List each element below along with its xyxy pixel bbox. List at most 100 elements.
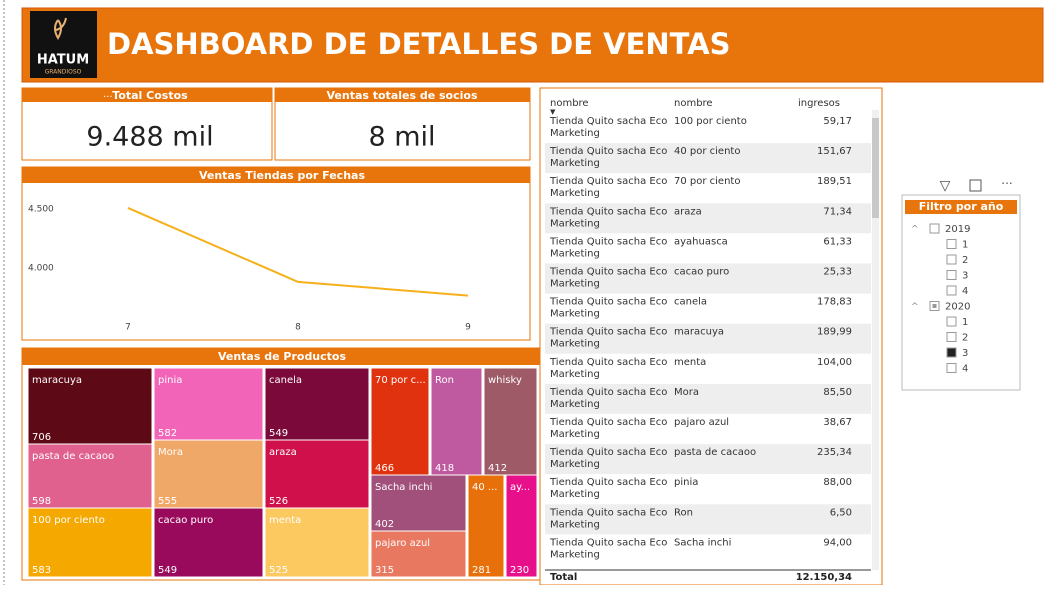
treemap-tile — [153, 507, 264, 578]
checkbox[interactable] — [946, 363, 957, 373]
column-header: nombre — [550, 98, 589, 109]
tile-value: 412 — [488, 463, 507, 474]
table: nombre nombre ingresos▼Tienda Quito sacha … — [545, 98, 871, 583]
card-value: 9.488 mil — [86, 122, 213, 153]
checkbox-partial — [932, 304, 937, 308]
treemap-tile — [370, 367, 430, 476]
header-bar — [21, 7, 1044, 83]
cell: Tienda Quito sacha Eco Marketing — [549, 477, 667, 500]
tile-value: 582 — [158, 428, 177, 439]
treemap-tile — [27, 507, 153, 578]
cell: Tienda Quito sacha Eco Marketing — [549, 146, 667, 169]
cell: 40 por ciento — [674, 146, 740, 157]
tile-label: Mora — [158, 447, 183, 458]
checkbox[interactable] — [946, 285, 957, 296]
column-header: ingresos — [798, 98, 840, 109]
logo-sub: GRANDIOSO — [45, 69, 82, 76]
cell: Tienda Quito sacha Eco Marketing — [549, 297, 667, 320]
line — [127, 207, 469, 297]
treemap-tile — [370, 474, 467, 532]
checkbox[interactable] — [946, 347, 957, 358]
checkbox[interactable] — [946, 316, 957, 327]
tile-label: cacao puro — [158, 515, 213, 526]
cell: cacao puro — [674, 267, 729, 278]
total-label: Total — [550, 572, 577, 583]
treemap-tile — [27, 443, 153, 509]
focus-icon[interactable] — [969, 179, 982, 192]
cell: 104,00 — [817, 357, 852, 368]
more-icon[interactable]: ··· — [103, 92, 113, 103]
treemap-tile — [264, 507, 370, 578]
logo-text: HATUM — [37, 53, 89, 68]
card-title: Total Costos — [112, 89, 188, 102]
tile-value: 555 — [158, 496, 177, 507]
logo-icon — [54, 17, 67, 40]
tile-label: menta — [269, 515, 301, 526]
quarter-label: 4 — [962, 364, 968, 375]
cell: 25,33 — [823, 267, 852, 278]
slicer-title: Filtro por año — [919, 200, 1004, 213]
tile-label: 40 ... — [472, 482, 497, 493]
quarter-label: 4 — [962, 286, 968, 297]
quarter-label: 1 — [962, 240, 968, 251]
row-bg — [545, 504, 871, 535]
chart-header — [22, 167, 530, 183]
cell: pajaro azul — [674, 417, 729, 428]
checkbox[interactable] — [946, 239, 957, 249]
cell: Ron — [674, 507, 693, 518]
year-label: 2019 — [945, 224, 970, 235]
cell: Tienda Quito sacha Eco Marketing — [549, 176, 667, 199]
more-icon[interactable]: ··· — [1001, 177, 1012, 191]
tile-value: 526 — [269, 496, 288, 507]
cell: araza — [674, 206, 702, 217]
cell: 71,34 — [823, 206, 852, 217]
filter-icon[interactable]: ▽ — [940, 178, 951, 194]
cell: Tienda Quito sacha Eco Marketing — [549, 387, 667, 410]
cell: Tienda Quito sacha Eco Marketing — [549, 417, 667, 440]
treemap: maracuya 706 pasta de cacaoo 598 100 por cie… — [27, 367, 538, 578]
scroll-thumb[interactable] — [872, 118, 879, 218]
tile-label: ay... — [510, 482, 530, 493]
tile-label: maracuya — [32, 375, 82, 386]
expand-icon: ^ — [911, 225, 919, 235]
card-value: 8 mil — [368, 122, 435, 153]
quarter-label: 2 — [962, 333, 968, 344]
chart-title: Ventas Tiendas por Fechas — [199, 169, 365, 182]
cell: Tienda Quito sacha Eco Marketing — [549, 267, 667, 290]
row-bg — [545, 383, 871, 414]
treemap-tile — [27, 367, 153, 445]
treemap-tile — [430, 367, 483, 476]
tile-value: 402 — [375, 519, 394, 530]
checkbox[interactable] — [946, 254, 957, 265]
cell: menta — [674, 357, 706, 368]
cell: 94,00 — [823, 537, 852, 548]
cell: 70 por ciento — [674, 176, 740, 187]
tile-label: Sacha inchi — [375, 482, 432, 493]
quarter-label: 3 — [962, 271, 968, 282]
cell: Tienda Quito sacha Eco Marketing — [549, 447, 667, 470]
tile-value: 525 — [269, 565, 288, 576]
cell: Tienda Quito sacha Eco Marketing — [549, 206, 667, 229]
card-header — [275, 88, 530, 102]
checkbox[interactable] — [946, 332, 957, 342]
total-value: 12.150,34 — [796, 572, 852, 583]
treemap-tile — [467, 474, 505, 578]
slicer-list: ^ 2019 1 2 3 4 ^ 2020 1 2 3 4 — [911, 223, 970, 375]
column-header: nombre — [674, 98, 713, 109]
cell: Sacha inchi — [674, 537, 731, 548]
year-label: 2020 — [945, 302, 970, 313]
checkbox[interactable] — [929, 223, 940, 234]
treemap-tile — [370, 530, 467, 578]
scrollbar[interactable] — [872, 110, 879, 570]
tile-label: 70 por c... — [375, 375, 426, 386]
tile-label: whisky — [488, 375, 522, 386]
tile-value: 466 — [375, 463, 394, 474]
chart-title: Ventas de Productos — [218, 350, 347, 363]
cell: 85,50 — [823, 387, 852, 398]
y-tick-label: 4.000 — [28, 264, 54, 274]
tile-value: 315 — [375, 565, 394, 576]
checkbox[interactable] — [946, 270, 957, 280]
cell: Tienda Quito sacha Eco Marketing — [549, 236, 667, 259]
header-title: DASHBOARD DE DETALLES DE VENTAS — [107, 27, 731, 61]
cell: Tienda Quito sacha Eco Marketing — [549, 327, 667, 350]
